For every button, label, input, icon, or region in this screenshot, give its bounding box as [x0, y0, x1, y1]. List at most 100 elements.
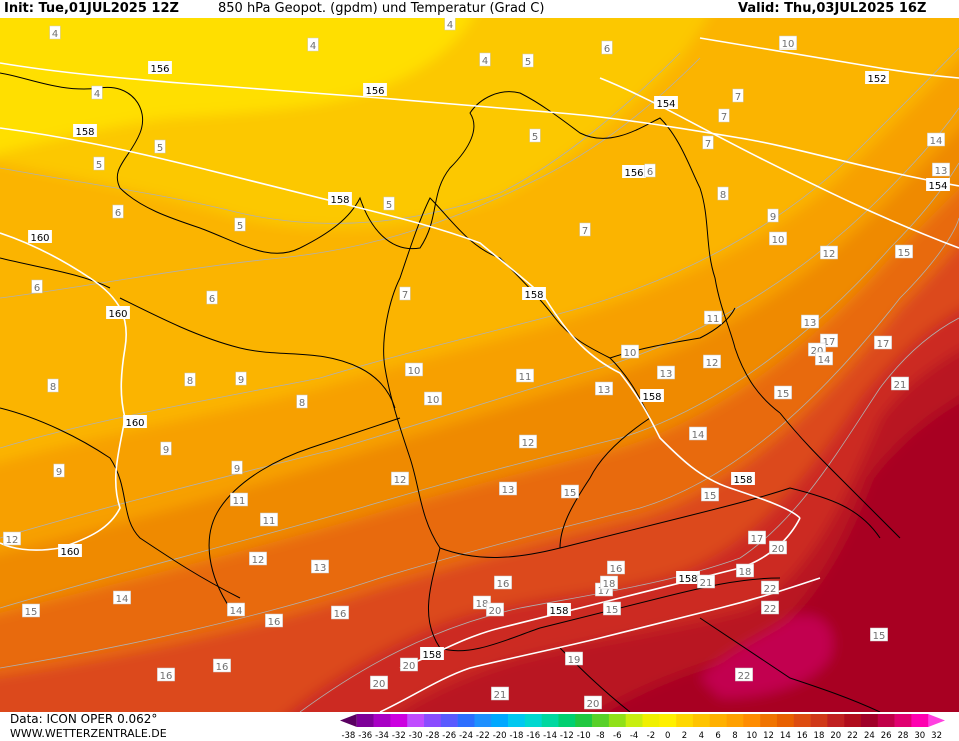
- geopotential-label-text: 158: [678, 574, 697, 585]
- legend-swatch: [827, 714, 845, 727]
- temperature-label-text: 4: [52, 29, 58, 40]
- legend-swatch: [524, 714, 542, 727]
- temperature-label: 17: [748, 530, 766, 545]
- temperature-label: 11: [704, 310, 722, 325]
- temperature-label-text: 22: [764, 584, 777, 595]
- geopotential-label-text: 158: [549, 606, 568, 617]
- temperature-label: 6: [206, 290, 218, 305]
- legend-tick-label: -32: [392, 731, 406, 741]
- temperature-label-text: 10: [427, 395, 440, 406]
- legend-swatch: [474, 714, 492, 727]
- temperature-label-text: 14: [230, 606, 243, 617]
- temperature-label: 14: [815, 351, 833, 366]
- temperature-label-text: 9: [234, 464, 240, 475]
- border-line: [208, 417, 401, 609]
- temperature-label: 13: [595, 381, 613, 396]
- geopotential-label: 158: [731, 472, 755, 486]
- temperature-label: 20: [769, 540, 787, 555]
- website-link[interactable]: WWW.WETTERZENTRALE.DE: [10, 727, 167, 740]
- temperature-label: 14: [927, 132, 945, 147]
- temperature-label: 13: [801, 314, 819, 329]
- isotherm-line: [0, 217, 959, 669]
- temperature-label: 6: [601, 40, 613, 55]
- geopotential-label-text: 152: [867, 74, 886, 85]
- temperature-label: 10: [621, 344, 639, 359]
- border-line: [559, 487, 881, 549]
- temperature-label: 6: [112, 204, 124, 219]
- temperature-label-text: 7: [721, 112, 727, 123]
- temp-band-21: [599, 399, 959, 712]
- legend-swatch: [608, 714, 626, 727]
- temperature-label: 14: [227, 602, 245, 617]
- temperature-label: 14: [113, 590, 131, 605]
- coastline: [299, 91, 701, 250]
- legend-swatch: [642, 714, 660, 727]
- border-germany: [383, 197, 651, 558]
- temperature-label: 5: [154, 139, 166, 154]
- border-line: [119, 297, 396, 409]
- temperature-label-text: 12: [6, 535, 19, 546]
- geopotential-label: 160: [106, 306, 130, 320]
- temperature-label: 7: [718, 108, 730, 123]
- temperature-label: 20: [486, 602, 504, 617]
- temperature-label: 22: [761, 580, 779, 595]
- legend-swatch: [424, 714, 442, 727]
- temperature-label: 11: [230, 492, 248, 507]
- temperature-label-text: 8: [187, 376, 193, 387]
- temperature-label-text: 4: [94, 89, 100, 100]
- temperature-label-text: 10: [772, 235, 785, 246]
- temperature-label-text: 7: [735, 92, 741, 103]
- weather-map: 1561561581581601601601601015415215415615…: [0, 18, 959, 712]
- temperature-label: 9: [231, 460, 243, 475]
- geopotential-label: 158: [640, 389, 664, 403]
- temperature-label: 7: [399, 286, 411, 301]
- temperature-label-text: 9: [770, 212, 776, 223]
- legend-tick-label: 2: [682, 731, 687, 741]
- temperature-label: 8: [717, 186, 729, 201]
- temperature-label-text: 8: [50, 382, 56, 393]
- geopotential-label: 156: [622, 165, 646, 179]
- temperature-label-text: 12: [706, 358, 719, 369]
- temperature-label-text: 7: [582, 226, 588, 237]
- temp-band-23: [700, 615, 833, 698]
- legend-swatch: [709, 714, 727, 727]
- temperature-label: 12: [820, 245, 838, 260]
- temperature-label-text: 10: [408, 366, 421, 377]
- legend-tick-label: 10: [746, 731, 757, 741]
- temperature-label-text: 8: [299, 398, 305, 409]
- legend-tick-label: -24: [459, 731, 473, 741]
- temperature-label-text: 22: [738, 671, 751, 682]
- temperature-label: 20: [370, 675, 388, 690]
- temperature-label-text: 13: [502, 485, 515, 496]
- border-line: [428, 547, 781, 652]
- geopotential-labels: 1561561581581601601601601015415215415615…: [28, 37, 950, 661]
- temperature-label: 9: [767, 208, 779, 223]
- temperature-label-text: 5: [532, 132, 538, 143]
- legend-swatch: [625, 714, 643, 727]
- geopotential-alpine-2: [379, 577, 821, 712]
- legend-swatch: [592, 714, 610, 727]
- temperature-label: 12: [249, 551, 267, 566]
- temperature-label-text: 17: [823, 337, 836, 348]
- temperature-label: 13: [932, 162, 950, 177]
- temperature-label-text: 20: [373, 679, 386, 690]
- legend-tick-label: -38: [341, 731, 355, 741]
- temperature-label: 22: [761, 600, 779, 615]
- valid-time-label: Valid: Thu,03JUL2025 16Z: [738, 1, 927, 16]
- geopotential-label: 154: [654, 96, 678, 110]
- temperature-label-text: 20: [403, 661, 416, 672]
- temperature-label: 15: [895, 244, 913, 259]
- temperature-label-text: 16: [610, 564, 623, 575]
- temperature-label-text: 5: [525, 57, 531, 68]
- temperature-label: 9: [235, 371, 247, 386]
- temperature-label: 15: [774, 385, 792, 400]
- temperature-label: 4: [444, 18, 456, 31]
- geopotential-label: 156: [363, 83, 387, 97]
- temperature-label-text: 10: [782, 39, 795, 50]
- temperature-label-text: 13: [314, 563, 327, 574]
- legend-swatch: [911, 714, 929, 727]
- legend-swatch: [726, 714, 744, 727]
- legend-tick-label: 18: [814, 731, 825, 741]
- temperature-label-text: 6: [34, 283, 40, 294]
- temperature-label-text: 13: [598, 385, 611, 396]
